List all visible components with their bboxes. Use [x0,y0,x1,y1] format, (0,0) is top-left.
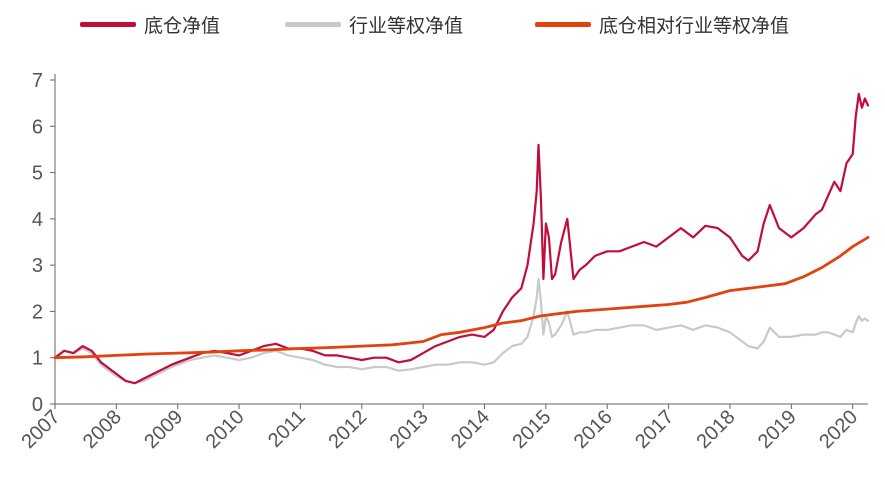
x-tick-label: 2009 [140,406,187,453]
legend-item-1: 底仓净值 [80,6,220,42]
x-tick-label: 2019 [754,406,801,453]
x-tick-label: 2008 [79,406,126,453]
y-tick-label: 3 [32,255,43,277]
y-tick-label: 5 [32,163,43,185]
legend-swatch-1 [80,21,136,27]
legend-item-3: 底仓相对行业等权净值 [535,6,789,42]
x-tick-label: 2010 [202,406,249,453]
x-tick-label: 2020 [815,406,862,453]
series-line-3 [53,236,870,360]
series-line-1 [53,92,870,385]
legend-label-1: 底仓净值 [144,14,221,37]
x-tick-label: 2012 [324,406,371,453]
y-tick-label: 2 [32,301,43,323]
x-tick-label: 2011 [264,406,310,452]
x-tick-label: 2013 [386,406,433,453]
series-line-2 [53,277,870,385]
x-tick-label: 2018 [692,406,739,453]
legend-swatch-2 [285,21,341,27]
x-tick-label: 2014 [447,406,494,453]
y-tick-label: 1 [32,348,43,370]
y-tick-label: 0 [32,394,43,416]
legend-item-2: 行业等权净值 [285,6,463,42]
legend: 底仓净值 行业等权净值 底仓相对行业等权净值 [0,6,885,42]
x-tick-label: 2015 [508,406,555,453]
legend-swatch-3 [535,21,591,27]
x-tick-label: 2016 [570,406,617,453]
legend-label-3: 底仓相对行业等权净值 [599,14,790,37]
y-tick-label: 4 [32,209,43,231]
x-tick-label: 2007 [18,406,65,453]
y-tick-label: 7 [32,70,43,92]
legend-label-2: 行业等权净值 [349,14,464,37]
x-tick-label: 2017 [631,406,678,453]
y-tick-label: 6 [32,116,43,138]
